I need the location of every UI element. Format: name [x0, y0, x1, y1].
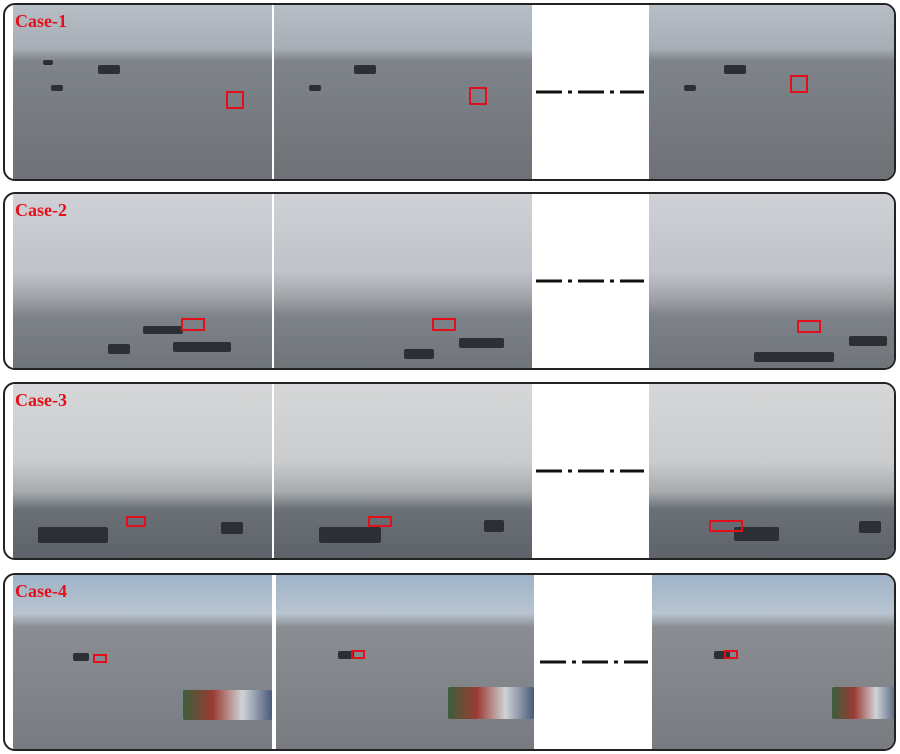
ellipsis-dashdot	[536, 279, 644, 283]
case-3-label: Case-3	[15, 390, 67, 410]
ellipsis-dashdot	[540, 660, 648, 664]
case-1-frame-1	[13, 5, 272, 179]
ellipsis-dashdot	[536, 469, 644, 473]
case-2-frame-n	[649, 194, 894, 368]
case-2-target-box	[432, 318, 456, 331]
case-1-label: Case-1	[15, 11, 67, 31]
case-4-target-box	[93, 654, 107, 663]
case-3-frame-n	[649, 384, 894, 558]
ellipsis-dashdot	[536, 90, 644, 94]
case-4-frame-n	[652, 575, 894, 749]
case-4-panel: Case-4	[3, 573, 896, 751]
case-2-panel: Case-2	[3, 192, 896, 370]
case-2-target-box	[797, 320, 821, 333]
case-3-target-box	[368, 516, 392, 527]
case-1-target-box	[790, 75, 808, 93]
case-1-frame-n	[649, 5, 894, 179]
case-4-target-box	[351, 650, 365, 659]
case-1-target-box	[469, 87, 487, 105]
case-4-label: Case-4	[15, 581, 67, 601]
case-3-target-box	[126, 516, 146, 527]
case-2-target-box	[181, 318, 205, 331]
case-3-target-box	[709, 520, 743, 532]
case-4-frame-1	[13, 575, 272, 749]
case-1-frame-2	[274, 5, 532, 179]
case-4-target-box	[724, 650, 738, 659]
case-1-panel: Case-1	[3, 3, 896, 181]
case-3-frame-2	[274, 384, 532, 558]
case-1-target-box	[226, 91, 244, 109]
case-2-frame-2	[274, 194, 532, 368]
case-3-panel: Case-3	[3, 382, 896, 560]
case-2-label: Case-2	[15, 200, 67, 220]
case-3-frame-1	[13, 384, 272, 558]
case-4-frame-2	[276, 575, 534, 749]
case-2-frame-1	[13, 194, 272, 368]
